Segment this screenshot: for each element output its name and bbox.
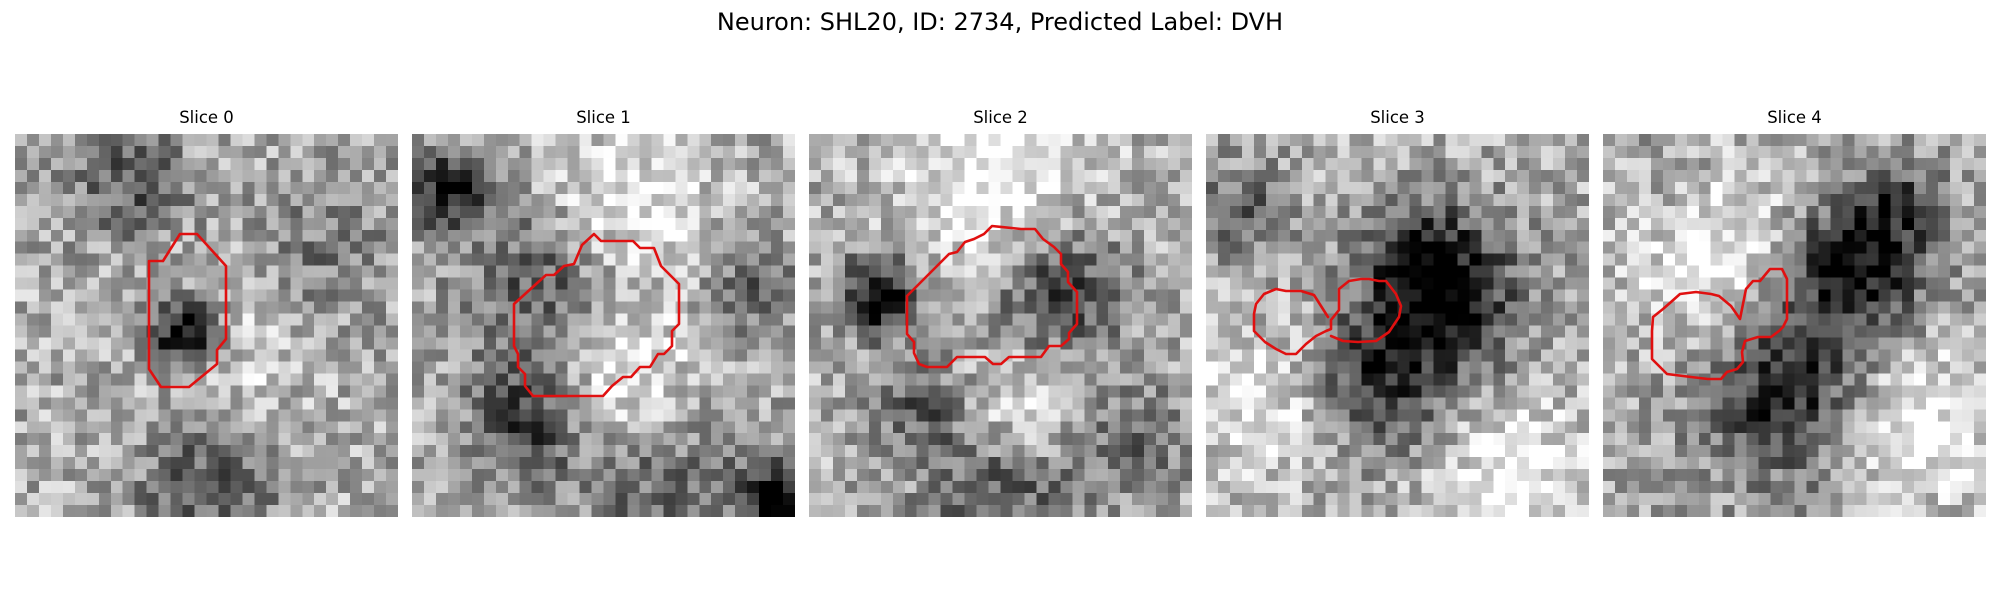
roi-contour-0 [147, 232, 228, 389]
slice-pixel-grid-2 [809, 134, 1192, 517]
slice-overlay-2 [905, 224, 1079, 369]
slice-pixel-grid-4 [1603, 134, 1986, 517]
slice-image-3 [1206, 134, 1589, 517]
slice-overlay-3 [1252, 277, 1403, 356]
roi-contour-2 [905, 224, 1079, 369]
slice-pixel-grid-1 [412, 134, 795, 517]
slice-panel-3: Slice 3 [1206, 108, 1589, 517]
slice-title-3: Slice 3 [1370, 108, 1425, 127]
slice-overlay-1 [512, 232, 681, 398]
slice-image-2 [809, 134, 1192, 517]
slice-title-1: Slice 1 [576, 108, 631, 127]
slice-overlay-4 [1650, 267, 1789, 381]
slice-image-0 [15, 134, 398, 517]
slice-pixel-grid-0 [15, 134, 398, 517]
slice-title-0: Slice 0 [179, 108, 234, 127]
slice-panel-0: Slice 0 [15, 108, 398, 517]
slice-title-4: Slice 4 [1767, 108, 1822, 127]
slice-image-1 [412, 134, 795, 517]
roi-contour-3 [1252, 277, 1403, 356]
roi-contour-4 [1650, 267, 1789, 381]
slice-panel-4: Slice 4 [1603, 108, 1986, 517]
slice-image-4 [1603, 134, 1986, 517]
slice-overlay-0 [147, 232, 228, 389]
slice-panel-2: Slice 2 [809, 108, 1192, 517]
figure-title: Neuron: SHL20, ID: 2734, Predicted Label… [716, 8, 1284, 36]
slice-pixel-grid-3 [1206, 134, 1589, 517]
slice-title-2: Slice 2 [973, 108, 1028, 127]
roi-contour-1 [512, 232, 681, 398]
slice-panel-1: Slice 1 [412, 108, 795, 517]
